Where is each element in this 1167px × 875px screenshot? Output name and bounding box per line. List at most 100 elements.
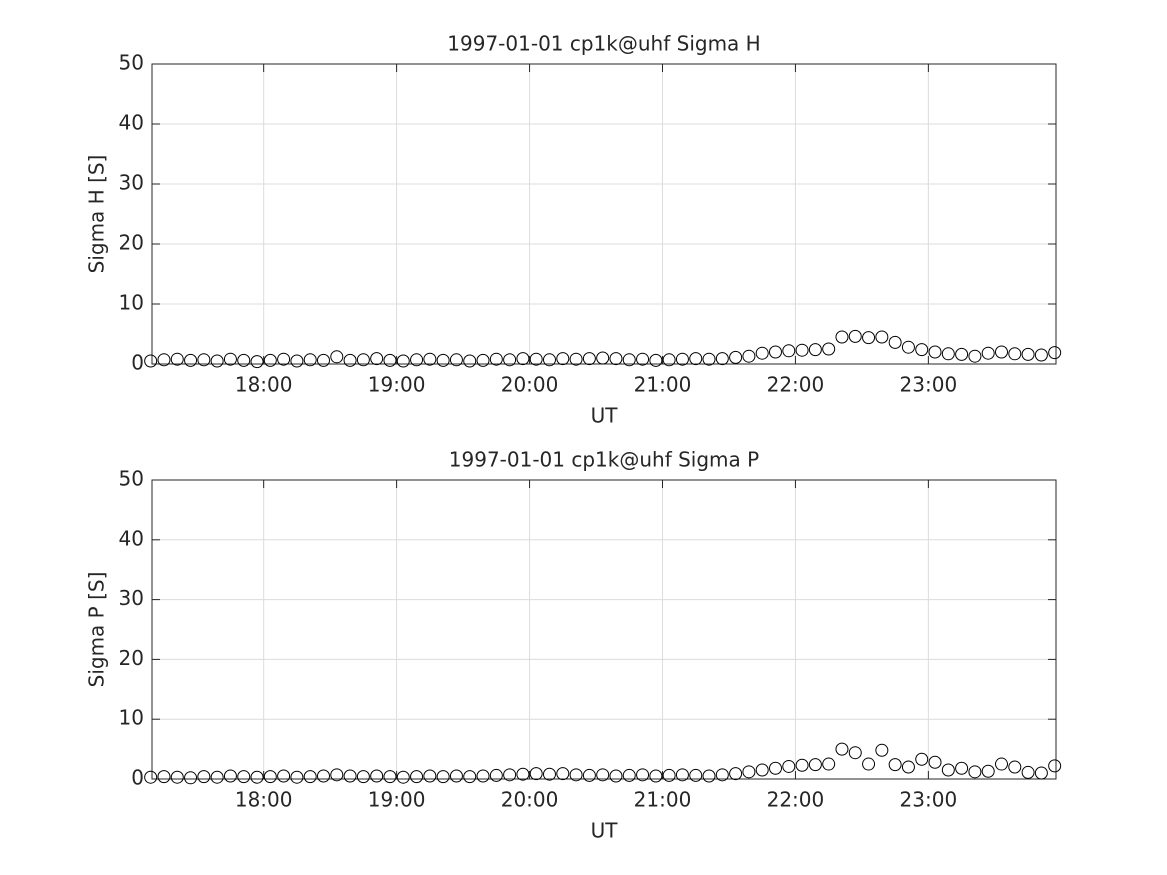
marker [343, 353, 357, 367]
marker [662, 768, 676, 782]
marker [1048, 759, 1062, 773]
marker [636, 352, 650, 366]
marker [1008, 347, 1022, 361]
marker [875, 743, 889, 757]
marker [250, 770, 264, 784]
marker [157, 770, 171, 784]
marker [742, 765, 756, 779]
plot-area [152, 64, 1056, 364]
marker [729, 767, 743, 781]
y-tick-label: 10 [119, 706, 144, 730]
marker [755, 763, 769, 777]
marker [702, 769, 716, 783]
marker [144, 354, 158, 368]
marker [689, 352, 703, 366]
marker [396, 770, 410, 784]
marker [994, 345, 1008, 359]
marker [808, 758, 822, 772]
marker [675, 352, 689, 366]
x-tick-label: 22:00 [767, 788, 825, 812]
marker [250, 355, 264, 369]
marker [941, 763, 955, 777]
marker [436, 353, 450, 367]
marker [848, 329, 862, 343]
marker [649, 769, 663, 783]
x-tick-label: 22:00 [767, 373, 825, 397]
marker [955, 347, 969, 361]
marker [835, 742, 849, 756]
marker [862, 757, 876, 771]
marker [370, 352, 384, 366]
marker [436, 770, 450, 784]
marker [277, 769, 291, 783]
marker [994, 757, 1008, 771]
marker [782, 759, 796, 773]
marker [556, 767, 570, 781]
marker [423, 769, 437, 783]
x-tick-label: 18:00 [235, 788, 293, 812]
marker [715, 352, 729, 366]
marker [1034, 766, 1048, 780]
marker [888, 758, 902, 772]
marker [197, 353, 211, 367]
marker [290, 770, 304, 784]
marker [197, 770, 211, 784]
marker [596, 768, 610, 782]
marker [1021, 765, 1035, 779]
y-axis-label: Sigma P [S] [85, 572, 109, 688]
y-tick-label: 0 [131, 351, 144, 375]
marker [848, 746, 862, 760]
marker [184, 353, 198, 367]
marker [742, 349, 756, 363]
marker [330, 768, 344, 782]
marker [184, 771, 198, 785]
y-axis-label: Sigma H [S] [85, 155, 109, 274]
x-tick-label: 21:00 [634, 788, 692, 812]
marker [702, 352, 716, 366]
marker [888, 335, 902, 349]
marker [622, 353, 636, 367]
y-tick-label: 50 [119, 51, 144, 75]
x-axis-label: UT [591, 404, 619, 428]
x-tick-label: 21:00 [634, 373, 692, 397]
marker [636, 768, 650, 782]
marker [675, 768, 689, 782]
marker [928, 345, 942, 359]
marker [556, 352, 570, 366]
chart-title: 1997-01-01 cp1k@uhf Sigma P [449, 448, 759, 472]
x-tick-label: 19:00 [368, 788, 426, 812]
marker [223, 769, 237, 783]
y-tick-label: 20 [119, 231, 144, 255]
y-tick-label: 20 [119, 646, 144, 670]
axes-frame [151, 479, 1057, 780]
marker [383, 770, 397, 784]
marker [356, 770, 370, 784]
marker [210, 354, 224, 368]
x-tick-label: 23:00 [900, 373, 958, 397]
marker [170, 770, 184, 784]
marker [157, 353, 171, 367]
x-tick-label: 20:00 [501, 788, 559, 812]
marker [396, 354, 410, 368]
marker [915, 343, 929, 357]
marker [941, 347, 955, 361]
marker [144, 770, 158, 784]
marker [901, 760, 915, 774]
marker [795, 758, 809, 772]
marker [1048, 346, 1062, 360]
marker [862, 331, 876, 345]
marker [476, 353, 490, 367]
x-tick-label: 18:00 [235, 373, 293, 397]
marker [316, 769, 330, 783]
marker [569, 768, 583, 782]
marker [835, 330, 849, 344]
marker [1008, 760, 1022, 774]
marker [622, 768, 636, 782]
marker [808, 343, 822, 357]
marker [729, 350, 743, 364]
plot-area [152, 480, 1056, 779]
marker [463, 354, 477, 368]
marker [582, 352, 596, 366]
marker [277, 352, 291, 366]
marker [529, 767, 543, 781]
